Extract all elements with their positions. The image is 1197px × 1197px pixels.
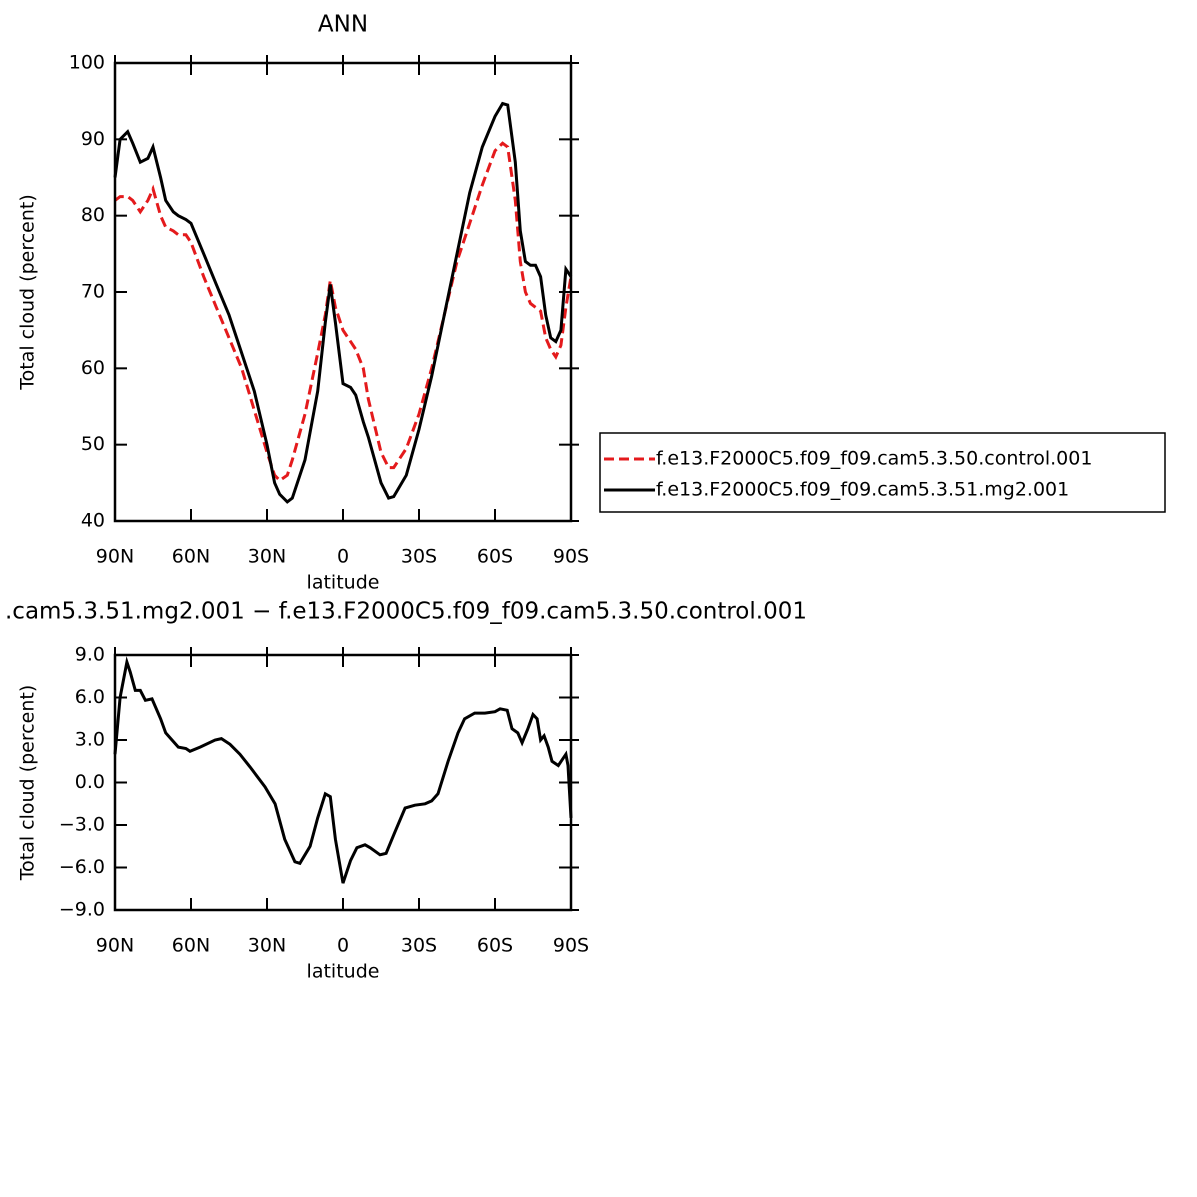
plot-frame	[113, 653, 573, 912]
data-line	[114, 141, 573, 483]
data-line	[113, 656, 573, 884]
y-tick-label: 50	[81, 433, 105, 455]
x-axis-label: latitude	[307, 961, 380, 983]
y-tick-label: −9.0	[59, 899, 105, 921]
x-tick-label: 60S	[477, 546, 513, 568]
y-tick-label: 60	[81, 357, 105, 379]
x-tick-label: 30N	[248, 935, 286, 957]
y-axis-label: Total cloud (percent)	[17, 685, 39, 882]
x-tick-label: 90S	[553, 546, 589, 568]
plot-frame	[113, 61, 573, 523]
x-tick-label: 0	[337, 935, 349, 957]
y-tick-label: 40	[81, 510, 105, 532]
x-axis-label: latitude	[307, 572, 380, 594]
y-tick-label: 9.0	[75, 644, 105, 666]
chart-title: .cam5.3.51.mg2.001 − f.e13.F2000C5.f09_f…	[5, 599, 807, 625]
x-tick-label: 60N	[172, 546, 210, 568]
x-tick-label: 90N	[96, 546, 134, 568]
y-tick-label: 3.0	[75, 729, 105, 751]
y-tick-label: 6.0	[75, 686, 105, 708]
y-axis-label: Total cloud (percent)	[17, 194, 39, 391]
y-tick-label: 70	[81, 281, 105, 303]
x-tick-label: 90N	[96, 935, 134, 957]
y-tick-label: 80	[81, 204, 105, 226]
y-tick-label: −6.0	[59, 856, 105, 878]
legend-box	[599, 432, 1166, 513]
x-tick-label: 0	[337, 546, 349, 568]
legend-label: f.e13.F2000C5.f09_f09.cam5.3.50.control.…	[656, 448, 1092, 470]
x-tick-label: 60N	[172, 935, 210, 957]
y-tick-label: 100	[69, 52, 105, 74]
data-line	[113, 101, 573, 504]
x-tick-label: 30S	[401, 935, 437, 957]
y-tick-label: 0.0	[75, 771, 105, 793]
x-tick-label: 30S	[401, 546, 437, 568]
legend-label: f.e13.F2000C5.f09_f09.cam5.3.51.mg2.001	[656, 479, 1069, 501]
chart-title: ANN	[318, 12, 368, 38]
x-tick-label: 30N	[248, 546, 286, 568]
x-tick-label: 60S	[477, 935, 513, 957]
x-tick-label: 90S	[553, 935, 589, 957]
y-tick-label: −3.0	[59, 814, 105, 836]
y-tick-label: 90	[81, 128, 105, 150]
